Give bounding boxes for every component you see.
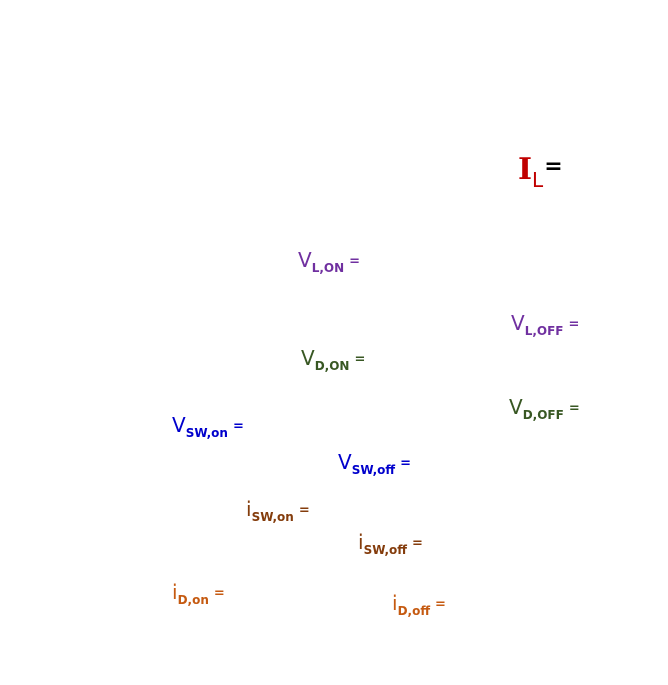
- switch-current-off-label: iSW,off =: [358, 530, 423, 556]
- label-subscript: D,ON: [314, 359, 350, 373]
- label-subscript: D,off: [397, 604, 431, 618]
- equals-sign: =: [412, 536, 423, 551]
- switch-voltage-off-label: VSW,off =: [338, 450, 412, 476]
- label-subscript: SW,off: [351, 463, 396, 477]
- equals-sign: =: [568, 317, 580, 332]
- label-main: i: [246, 497, 252, 521]
- equals-sign: =: [568, 401, 580, 416]
- equals-sign: =: [213, 586, 225, 601]
- inductor-voltage-off-label: VL,OFF =: [511, 311, 580, 337]
- switch-voltage-on-label: VSW,on =: [172, 413, 244, 439]
- equals-sign: =: [298, 503, 310, 518]
- diode-current-on-label: iD,on =: [172, 580, 225, 606]
- inductor-voltage-on-label: VL,ON =: [298, 248, 361, 274]
- label-subscript: L: [532, 168, 544, 192]
- switch-current-on-label: iSW,on =: [246, 497, 310, 523]
- inductor-current-label: IL=: [518, 152, 563, 191]
- label-main: V: [172, 413, 186, 437]
- label-subscript: SW,on: [185, 426, 228, 440]
- label-subscript: SW,off: [363, 543, 407, 557]
- equals-sign: =: [354, 352, 366, 367]
- equals-sign: =: [232, 419, 244, 434]
- label-subscript: D,on: [177, 593, 209, 607]
- diode-voltage-off-label: VD,OFF =: [509, 395, 580, 421]
- label-subscript: L,OFF: [524, 324, 564, 338]
- label-main: V: [509, 395, 523, 419]
- label-subscript: SW,on: [251, 510, 294, 524]
- equals-sign: =: [544, 154, 563, 179]
- label-main: V: [298, 248, 312, 272]
- label-main: V: [301, 346, 315, 370]
- label-main: V: [511, 311, 525, 335]
- diode-voltage-on-label: VD,ON =: [301, 346, 366, 372]
- label-main: I: [518, 152, 533, 187]
- label-main: i: [392, 591, 398, 615]
- equals-sign: =: [400, 456, 412, 471]
- diode-current-off-label: iD,off =: [392, 591, 446, 617]
- equals-sign: =: [435, 597, 446, 612]
- label-main: i: [358, 530, 364, 554]
- label-main: V: [338, 450, 352, 474]
- label-subscript: D,OFF: [522, 408, 564, 422]
- equals-sign: =: [349, 254, 361, 269]
- label-main: i: [172, 580, 178, 604]
- label-subscript: L,ON: [311, 261, 345, 275]
